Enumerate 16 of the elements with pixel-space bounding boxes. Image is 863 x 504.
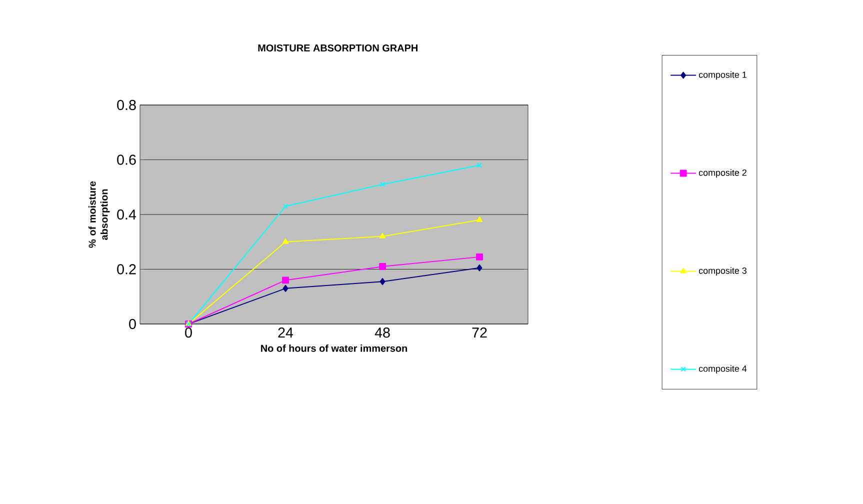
- x-axis-title: No of hours of water immerson: [261, 344, 407, 352]
- y-tick-label: 0.8: [117, 100, 136, 110]
- legend-label: composite 4: [698, 365, 747, 374]
- y-tick-label: 0.4: [117, 209, 136, 220]
- y-tick-label: 0: [129, 318, 136, 330]
- x-tick-label: 72: [472, 328, 487, 338]
- y-tick-label: 0.6: [117, 154, 136, 165]
- x-tick-label: 0: [185, 328, 192, 338]
- x-tick-label: 24: [278, 328, 294, 338]
- x-tick-label: 48: [374, 328, 390, 338]
- legend-label: composite 2: [698, 169, 746, 178]
- y-axis-title: % of moisture absorption: [88, 181, 110, 248]
- y-tick-label: 0.2: [117, 264, 136, 274]
- legend-label: composite 1: [698, 71, 746, 80]
- legend-label: composite 3: [698, 267, 747, 276]
- chart-title: MOISTURE ABSORPTION GRAPH: [258, 44, 418, 52]
